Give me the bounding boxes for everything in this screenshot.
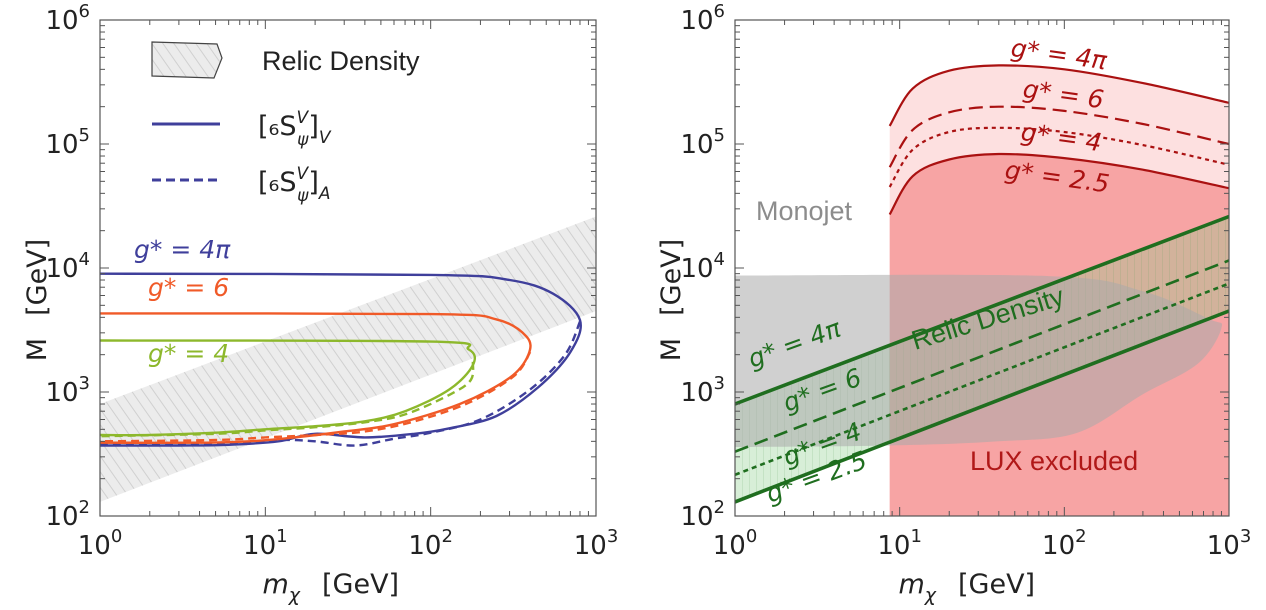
left-ytick-label: 102 bbox=[45, 497, 90, 532]
right-ylabel: M[GeV] bbox=[656, 239, 687, 361]
left-ytick-label: 105 bbox=[45, 125, 90, 160]
legend-relic-swatch bbox=[151, 41, 223, 79]
left-xtick-label: 100 bbox=[78, 526, 123, 561]
left-xlabel-unit: [GeV] bbox=[322, 569, 399, 600]
legend-vector-label: [₆SV ψ]V bbox=[258, 108, 332, 150]
left-panel: 100 101 102 103 102 103 104 105 106 Relic Densit… bbox=[22, 1, 618, 606]
legend-axial-label: [₆SV ψ]A bbox=[258, 164, 331, 206]
monojet-label: Monojet bbox=[756, 196, 853, 226]
left-legend: Relic Density [₆SV ψ]V [₆SV ψ]A bbox=[151, 41, 420, 206]
right-xlabel-unit: [GeV] bbox=[958, 569, 1035, 600]
right-panel: 100 101 102 103 102 103 104 105 106 Monojet LUX … bbox=[656, 1, 1251, 606]
left-ytick-label: 104 bbox=[45, 249, 90, 284]
right-ytick-label: 106 bbox=[680, 1, 725, 36]
relic-line-solid bbox=[735, 309, 1229, 504]
lux-curve-solid bbox=[888, 64, 1229, 127]
left-xtick-label: 103 bbox=[574, 526, 619, 561]
lux-label: LUX excluded bbox=[970, 446, 1138, 476]
right-xlabel-var: mχ bbox=[898, 569, 936, 606]
series-line-dashed bbox=[100, 321, 582, 447]
series-line-dashed bbox=[100, 361, 475, 438]
left-plot-area bbox=[100, 216, 596, 502]
right-axis-ticks: 100 101 102 103 102 103 104 105 106 bbox=[680, 1, 1251, 561]
label-g-4: g* = 4 bbox=[148, 339, 229, 368]
series-line-dashed bbox=[100, 351, 532, 443]
right-xtick-label: 100 bbox=[713, 526, 758, 561]
series-line-solid bbox=[100, 339, 477, 437]
series-line-solid bbox=[100, 312, 532, 444]
right-xtick-label: 103 bbox=[1207, 526, 1252, 561]
label-g-6: g* = 6 bbox=[148, 273, 229, 302]
left-xtick-label: 101 bbox=[243, 526, 288, 561]
left-ylabel: M[GeV] bbox=[22, 239, 53, 361]
label-g-4pi: g* = 4π bbox=[134, 235, 231, 264]
right-ytick-label: 104 bbox=[680, 249, 725, 284]
left-xlabel-var: mχ bbox=[262, 569, 300, 606]
relic-line-dotted bbox=[735, 282, 1229, 477]
lux-curve-dotted bbox=[888, 126, 1229, 188]
right-ytick-label: 103 bbox=[680, 373, 725, 408]
left-ytick-label: 103 bbox=[45, 373, 90, 408]
lux-curve-solid bbox=[888, 152, 1229, 216]
left-ytick-label: 106 bbox=[45, 1, 90, 36]
legend-relic-label: Relic Density bbox=[262, 46, 420, 76]
right-xtick-label: 101 bbox=[877, 526, 922, 561]
right-plot-area bbox=[735, 64, 1229, 516]
right-xtick-label: 102 bbox=[1042, 526, 1087, 561]
relic-line-solid bbox=[735, 214, 1229, 406]
left-xtick-label: 102 bbox=[408, 526, 453, 561]
right-ytick-label: 102 bbox=[680, 497, 725, 532]
relic-density-band bbox=[100, 216, 596, 502]
relic-line-dashed bbox=[735, 259, 1229, 453]
series-line-solid bbox=[100, 272, 582, 447]
right-ytick-label: 105 bbox=[680, 125, 725, 160]
lux-curve-dashed bbox=[888, 105, 1229, 168]
left-axis-ticks: 100 101 102 103 102 103 104 105 106 bbox=[45, 1, 618, 561]
